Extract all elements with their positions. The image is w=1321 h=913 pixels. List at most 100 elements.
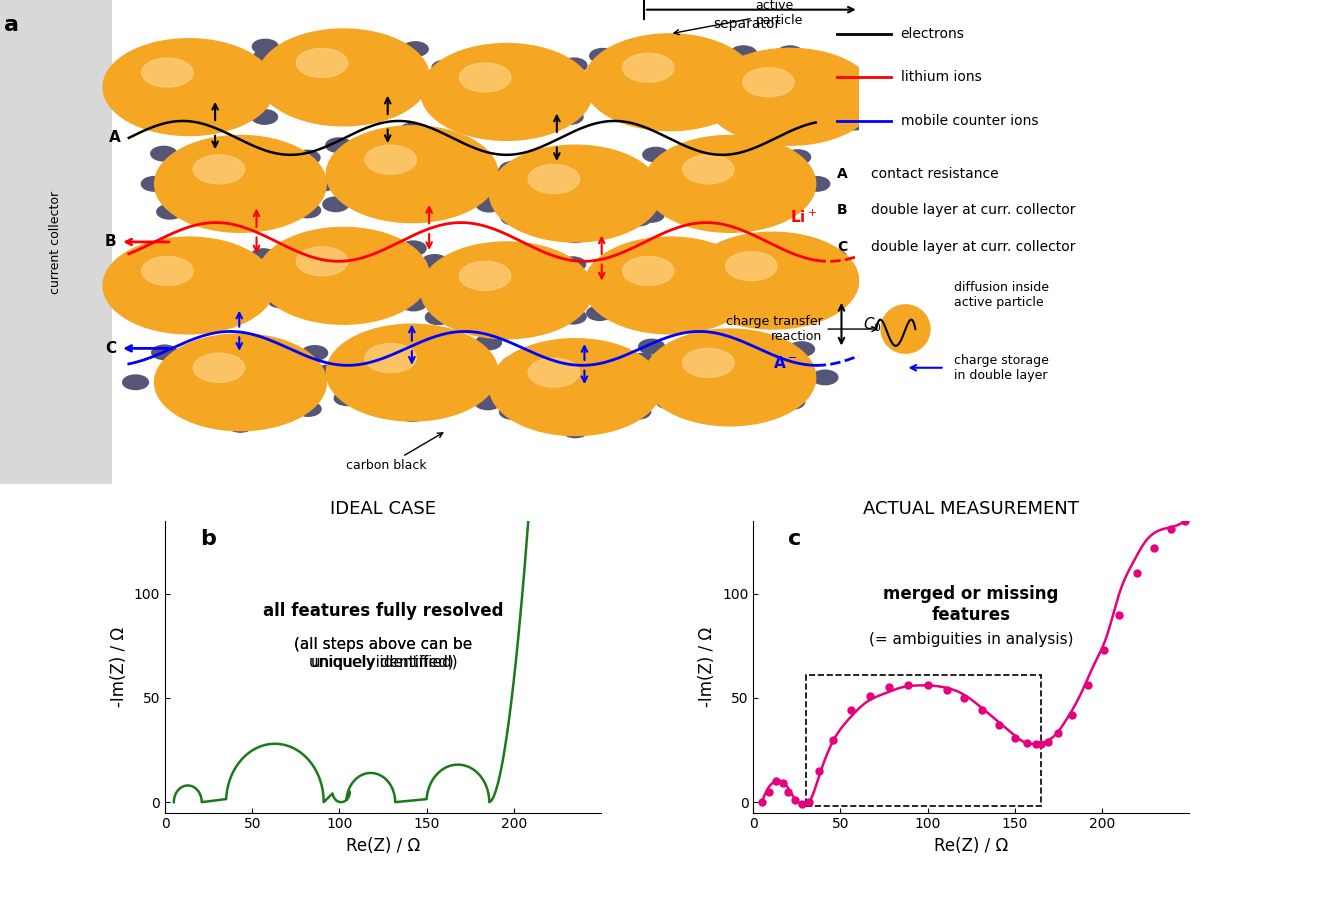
Circle shape: [643, 186, 668, 201]
Circle shape: [777, 46, 803, 60]
Circle shape: [123, 375, 148, 390]
Circle shape: [326, 126, 498, 223]
Circle shape: [399, 331, 425, 345]
Title: ACTUAL MEASUREMENT: ACTUAL MEASUREMENT: [863, 499, 1079, 518]
Circle shape: [589, 48, 616, 63]
Circle shape: [365, 343, 416, 373]
Text: carbon black: carbon black: [346, 433, 443, 472]
Title: IDEAL CASE: IDEAL CASE: [330, 499, 436, 518]
Circle shape: [600, 256, 625, 270]
Circle shape: [563, 423, 588, 437]
Text: C: C: [838, 240, 847, 254]
Circle shape: [395, 85, 421, 100]
Text: A$^-$: A$^-$: [773, 355, 797, 371]
Text: C: C: [104, 341, 116, 356]
Circle shape: [458, 143, 485, 158]
Circle shape: [152, 345, 177, 360]
Text: b: b: [199, 530, 215, 550]
Text: all features fully resolved: all features fully resolved: [263, 603, 503, 621]
Bar: [806, 675, 1041, 806]
Circle shape: [176, 313, 202, 328]
Circle shape: [234, 301, 259, 315]
Circle shape: [777, 200, 802, 215]
Circle shape: [563, 155, 588, 170]
Circle shape: [601, 97, 627, 111]
Circle shape: [120, 300, 145, 315]
Circle shape: [460, 63, 511, 92]
Text: Li$^+$: Li$^+$: [790, 208, 816, 226]
Circle shape: [657, 313, 683, 328]
Text: A: A: [838, 167, 848, 181]
Text: lithium ions: lithium ions: [901, 70, 982, 84]
Circle shape: [725, 252, 777, 280]
Circle shape: [584, 34, 756, 131]
Circle shape: [637, 176, 663, 191]
Circle shape: [243, 268, 268, 283]
Circle shape: [271, 94, 296, 109]
Circle shape: [587, 306, 613, 320]
Circle shape: [227, 336, 254, 351]
Text: charge transfer
reaction: charge transfer reaction: [725, 315, 877, 343]
Text: diffusion inside
active particle: diffusion inside active particle: [954, 281, 1049, 310]
Circle shape: [779, 394, 804, 409]
Circle shape: [717, 217, 742, 232]
Circle shape: [687, 245, 712, 259]
Circle shape: [630, 353, 655, 368]
FancyBboxPatch shape: [0, 0, 111, 484]
Circle shape: [193, 353, 244, 383]
Circle shape: [675, 273, 700, 288]
Circle shape: [626, 211, 651, 226]
Circle shape: [425, 310, 452, 324]
Circle shape: [760, 237, 786, 252]
Circle shape: [750, 75, 775, 89]
Circle shape: [399, 123, 425, 138]
Y-axis label: -Im(Z) / Ω: -Im(Z) / Ω: [699, 626, 716, 707]
Circle shape: [819, 297, 844, 311]
X-axis label: Re(Z) / Ω: Re(Z) / Ω: [346, 837, 420, 855]
Circle shape: [399, 407, 425, 422]
Circle shape: [717, 407, 742, 422]
Circle shape: [436, 108, 461, 122]
Circle shape: [296, 48, 347, 78]
Circle shape: [645, 329, 816, 425]
Text: charge storage
in double layer: charge storage in double layer: [954, 353, 1049, 382]
Circle shape: [777, 130, 803, 143]
Circle shape: [168, 398, 194, 413]
Circle shape: [505, 365, 530, 380]
Circle shape: [365, 145, 416, 174]
Circle shape: [472, 186, 498, 201]
Circle shape: [639, 340, 664, 354]
Circle shape: [717, 144, 742, 159]
Circle shape: [275, 247, 300, 261]
Circle shape: [528, 164, 580, 194]
Circle shape: [481, 380, 507, 394]
Circle shape: [703, 60, 729, 75]
Text: (all steps above can be
uniquely identified): (all steps above can be uniquely identif…: [293, 637, 472, 670]
Circle shape: [334, 391, 361, 405]
Circle shape: [690, 89, 715, 104]
Circle shape: [494, 324, 519, 339]
Circle shape: [789, 341, 815, 356]
Circle shape: [499, 162, 526, 176]
Circle shape: [155, 334, 326, 431]
Text: A: A: [108, 131, 120, 145]
Circle shape: [721, 253, 748, 268]
Circle shape: [657, 247, 683, 262]
Circle shape: [289, 167, 316, 182]
X-axis label: Re(Z) / Ω: Re(Z) / Ω: [934, 837, 1008, 855]
Circle shape: [322, 197, 349, 212]
Circle shape: [252, 39, 279, 54]
Circle shape: [151, 146, 177, 161]
Circle shape: [421, 44, 593, 141]
Circle shape: [494, 119, 519, 133]
Circle shape: [639, 380, 666, 394]
Circle shape: [559, 75, 585, 89]
Circle shape: [657, 394, 682, 409]
Text: current collector: current collector: [49, 191, 62, 293]
Circle shape: [643, 147, 668, 162]
Circle shape: [421, 242, 593, 339]
Circle shape: [176, 111, 202, 126]
Circle shape: [296, 402, 321, 416]
Circle shape: [495, 167, 520, 182]
Circle shape: [742, 68, 794, 97]
